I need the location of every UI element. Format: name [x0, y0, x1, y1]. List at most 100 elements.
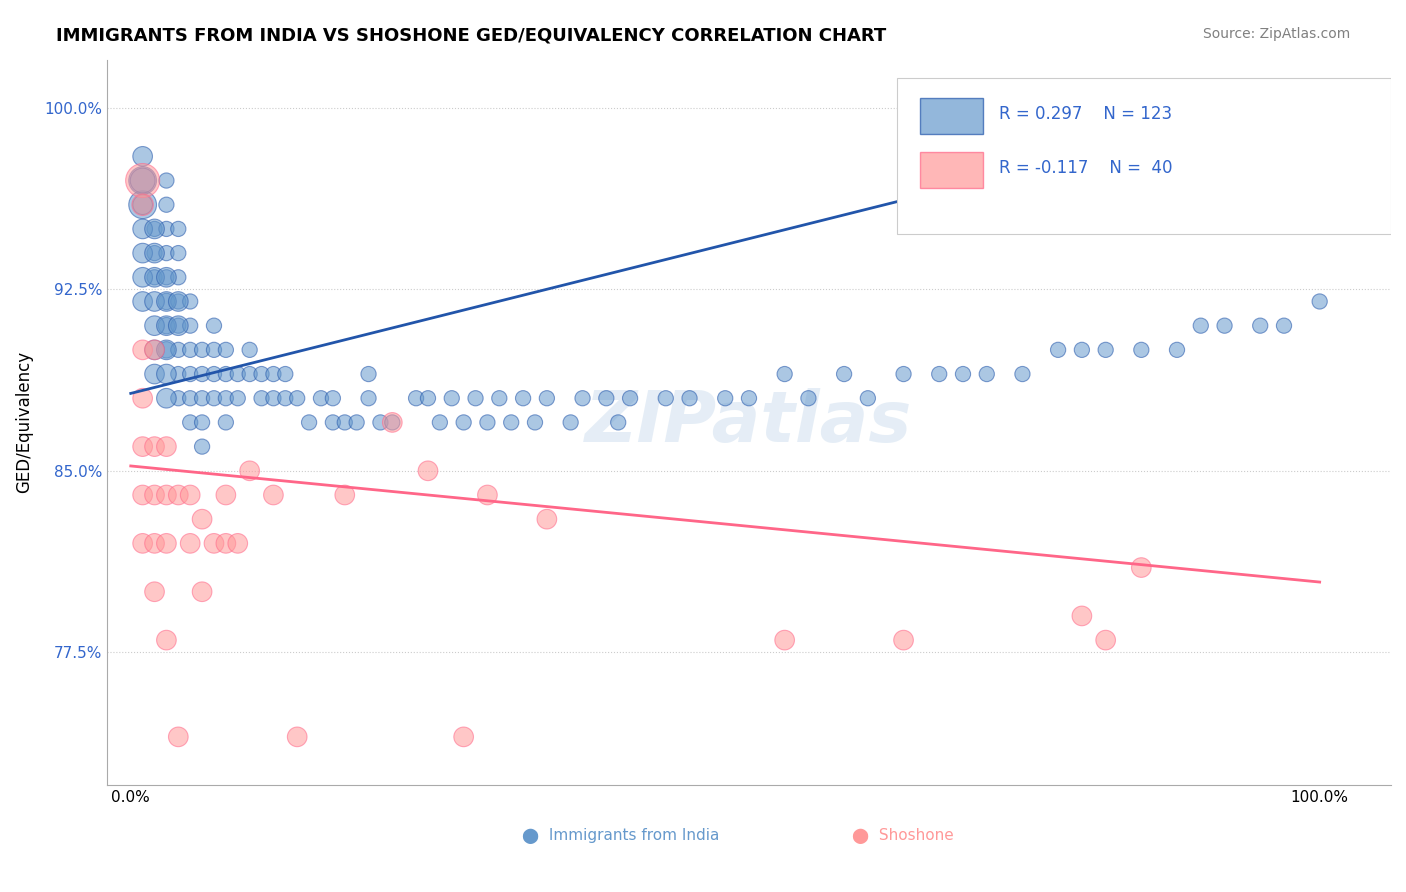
- Point: [155, 536, 177, 550]
- Point: [143, 584, 166, 599]
- Point: [893, 633, 915, 648]
- Point: [131, 149, 153, 163]
- Point: [155, 343, 177, 357]
- Point: [226, 391, 249, 405]
- Point: [179, 343, 201, 357]
- Point: [143, 222, 166, 236]
- Point: [143, 318, 166, 333]
- Point: [191, 512, 214, 526]
- Point: [131, 270, 153, 285]
- Point: [226, 367, 249, 381]
- Point: [131, 198, 153, 212]
- Point: [155, 440, 177, 454]
- Point: [773, 633, 796, 648]
- Point: [1166, 343, 1188, 357]
- Point: [357, 391, 380, 405]
- Point: [381, 416, 404, 430]
- Point: [167, 246, 190, 260]
- Point: [322, 391, 344, 405]
- Point: [285, 730, 308, 744]
- Text: ⬤  Immigrants from India: ⬤ Immigrants from India: [522, 828, 720, 844]
- Point: [405, 391, 427, 405]
- Point: [1130, 343, 1153, 357]
- Point: [155, 343, 177, 357]
- Point: [155, 246, 177, 260]
- Point: [512, 391, 534, 405]
- Point: [536, 391, 558, 405]
- Point: [155, 367, 177, 381]
- Point: [773, 367, 796, 381]
- Point: [155, 318, 177, 333]
- Point: [477, 416, 499, 430]
- Point: [678, 391, 700, 405]
- Point: [202, 536, 225, 550]
- Point: [202, 391, 225, 405]
- Point: [131, 198, 153, 212]
- Point: [250, 391, 273, 405]
- Point: [595, 391, 617, 405]
- Point: [1094, 633, 1116, 648]
- Point: [488, 391, 510, 405]
- Point: [167, 318, 190, 333]
- Point: [202, 318, 225, 333]
- Point: [262, 488, 284, 502]
- Point: [143, 367, 166, 381]
- Point: [215, 343, 238, 357]
- Point: [167, 270, 190, 285]
- Point: [416, 464, 439, 478]
- Point: [179, 367, 201, 381]
- Point: [131, 440, 153, 454]
- Point: [131, 536, 153, 550]
- Point: [797, 391, 820, 405]
- Point: [202, 343, 225, 357]
- Point: [1070, 608, 1092, 623]
- Point: [477, 488, 499, 502]
- Point: [131, 294, 153, 309]
- Text: Source: ZipAtlas.com: Source: ZipAtlas.com: [1202, 27, 1350, 41]
- Point: [357, 367, 380, 381]
- Point: [143, 440, 166, 454]
- Point: [167, 294, 190, 309]
- Point: [1047, 343, 1070, 357]
- Point: [453, 730, 475, 744]
- Point: [274, 367, 297, 381]
- Y-axis label: GED/Equivalency: GED/Equivalency: [15, 351, 32, 493]
- Point: [167, 367, 190, 381]
- Point: [215, 488, 238, 502]
- Point: [179, 294, 201, 309]
- Point: [167, 343, 190, 357]
- Point: [1272, 318, 1295, 333]
- Point: [143, 246, 166, 260]
- Point: [167, 488, 190, 502]
- Point: [560, 416, 582, 430]
- Point: [131, 173, 153, 187]
- Point: [1130, 560, 1153, 574]
- Point: [131, 391, 153, 405]
- Point: [167, 391, 190, 405]
- Point: [143, 246, 166, 260]
- Point: [714, 391, 737, 405]
- FancyBboxPatch shape: [920, 153, 983, 188]
- Point: [191, 343, 214, 357]
- Point: [143, 343, 166, 357]
- Point: [262, 391, 284, 405]
- Text: ZIPatlas: ZIPatlas: [585, 388, 912, 457]
- Point: [131, 246, 153, 260]
- Point: [143, 294, 166, 309]
- Point: [191, 416, 214, 430]
- Text: ⬤  Shoshone: ⬤ Shoshone: [852, 828, 953, 844]
- Point: [143, 536, 166, 550]
- Point: [274, 391, 297, 405]
- Point: [239, 464, 262, 478]
- Point: [976, 367, 998, 381]
- Point: [453, 416, 475, 430]
- Point: [191, 440, 214, 454]
- Point: [131, 222, 153, 236]
- Point: [464, 391, 486, 405]
- Point: [1094, 343, 1116, 357]
- Point: [536, 512, 558, 526]
- Point: [191, 584, 214, 599]
- Point: [215, 391, 238, 405]
- Point: [155, 222, 177, 236]
- Point: [309, 391, 332, 405]
